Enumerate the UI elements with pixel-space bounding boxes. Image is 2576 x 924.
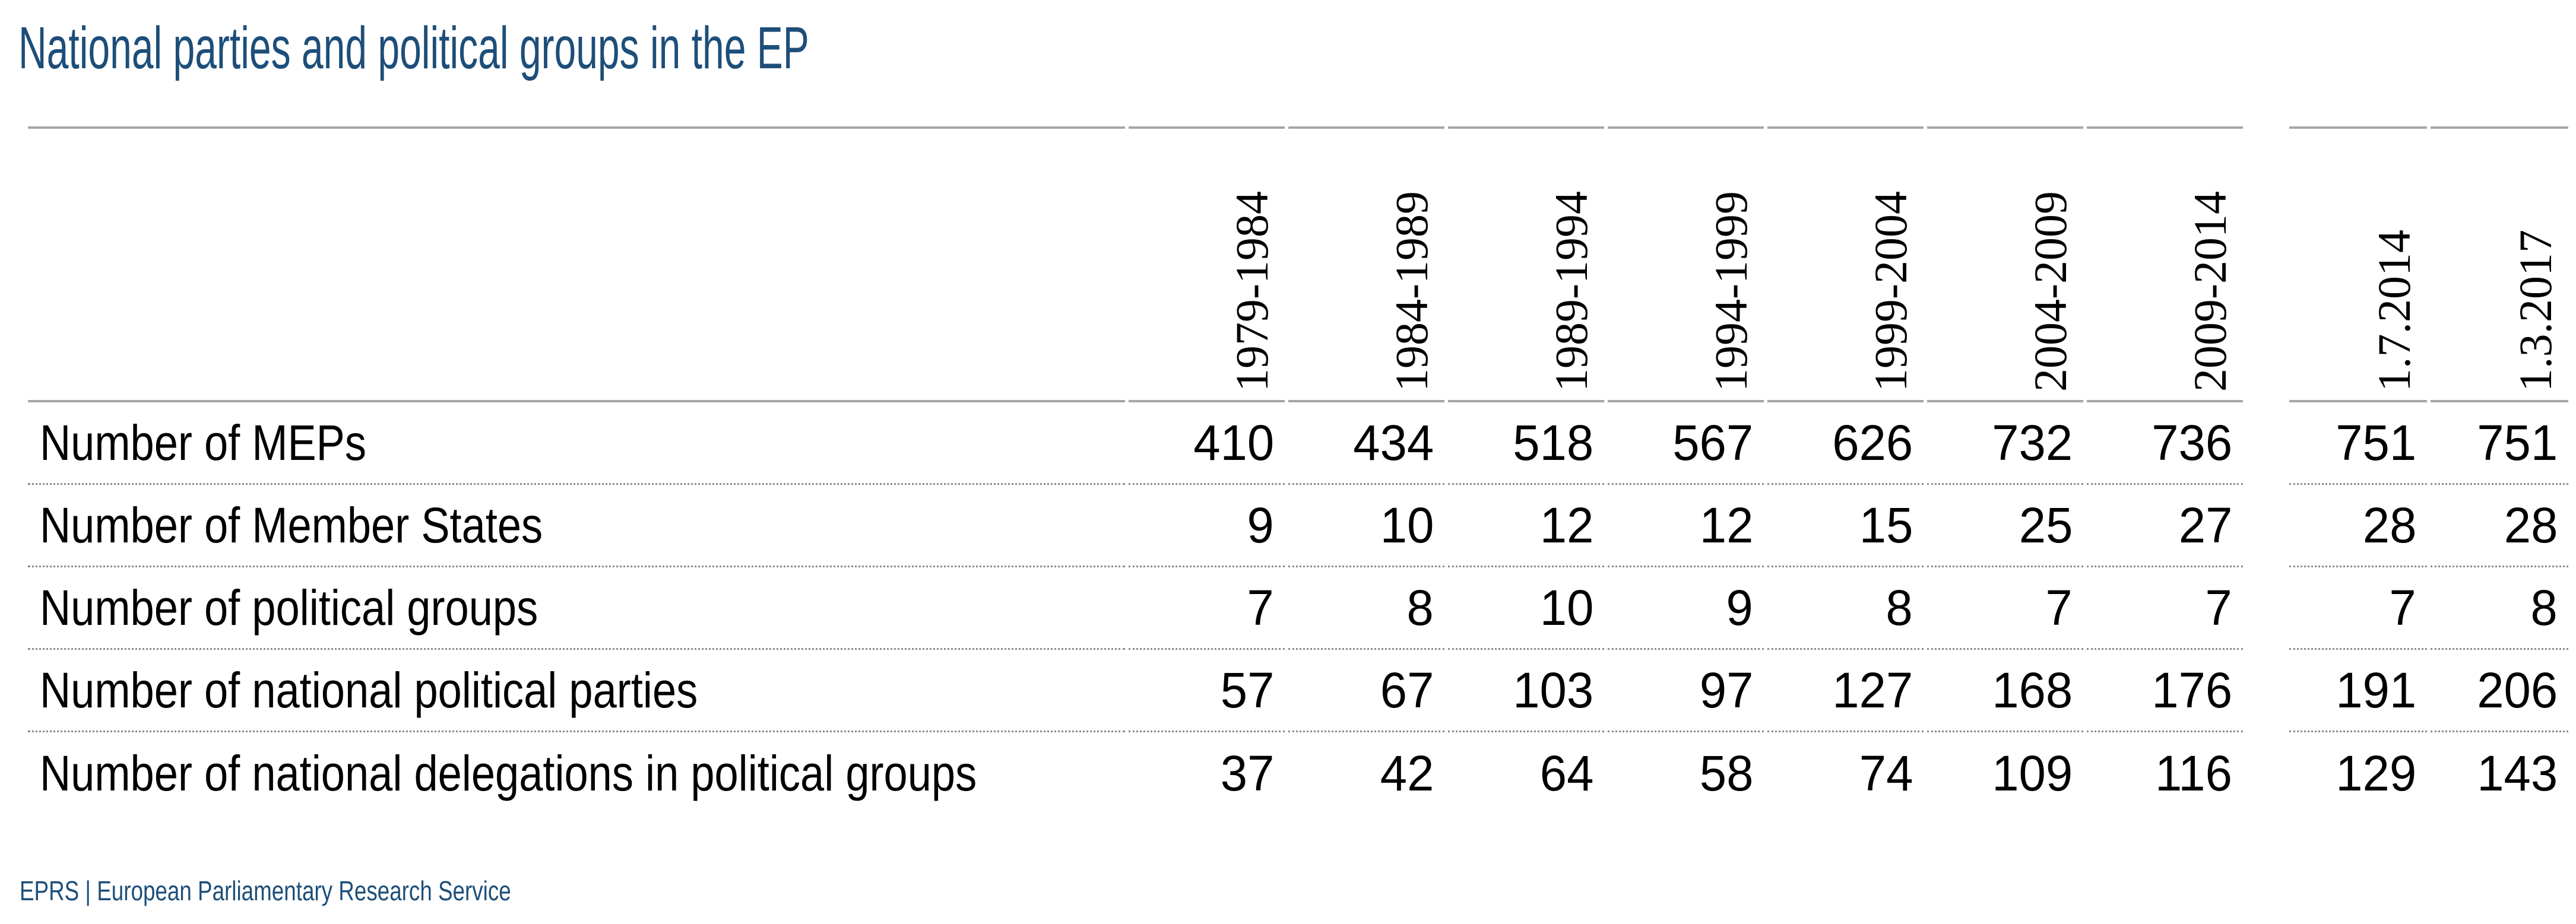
ep-statistics-table: 1979-1984 1984-1989 1989-1994 1994-1999 … — [28, 126, 2568, 815]
value-cell: 7 — [2289, 567, 2427, 650]
column-header-label: 1989-1994 — [1545, 191, 1597, 392]
value-cell: 9 — [1608, 567, 1764, 650]
value-cell: 12 — [1608, 485, 1764, 567]
row-label: Number of Member States — [28, 485, 1125, 567]
column-header-cell: 1.7.2014 — [2289, 126, 2427, 402]
section-gap — [2247, 126, 2286, 402]
column-header-cell: 1999-2004 — [1767, 126, 1924, 402]
value-cell: 109 — [1992, 745, 2073, 801]
value-cell: 176 — [2087, 650, 2243, 732]
column-header-label: 2004-2009 — [2024, 191, 2076, 392]
column-header-label: 1979-1984 — [1226, 191, 1278, 392]
column-header-cell: 1984-1989 — [1288, 126, 1444, 402]
value-cell: 116 — [2155, 745, 2232, 801]
section-gap — [2247, 485, 2286, 567]
row-label: Number of political groups — [28, 567, 1125, 650]
value-cell: 732 — [1927, 402, 2083, 485]
value-cell: 58 — [1699, 745, 1753, 801]
value-cell: 206 — [2431, 650, 2568, 732]
value-cell: 8 — [2431, 567, 2568, 650]
value-cell: 143 — [2477, 745, 2558, 801]
section-gap — [2247, 650, 2286, 732]
value-cell: 67 — [1288, 650, 1444, 732]
value-cell: 28 — [2289, 485, 2427, 567]
value-cell: 434 — [1288, 402, 1444, 485]
value-cell: 410 — [1129, 402, 1285, 485]
value-cell: 57 — [1129, 650, 1285, 732]
value-cell: 518 — [1448, 402, 1604, 485]
value-cell: 12 — [1448, 485, 1604, 567]
value-cell: 7 — [1129, 567, 1285, 650]
column-header-label: 2009-2014 — [2184, 191, 2236, 392]
column-header-label: 1984-1989 — [1386, 191, 1437, 392]
value-cell: 103 — [1448, 650, 1604, 732]
row-label: Number of national delegations in politi… — [40, 745, 977, 801]
value-cell: 751 — [2289, 402, 2427, 485]
row-label: Number of MEPs — [28, 402, 1125, 485]
column-header-cell: 1979-1984 — [1129, 126, 1285, 402]
value-cell: 8 — [1288, 567, 1444, 650]
value-cell: 37 — [1220, 745, 1274, 801]
value-cell: 7 — [1927, 567, 2083, 650]
page-title: National parties and political groups in… — [18, 15, 809, 81]
value-cell: 168 — [1927, 650, 2083, 732]
column-header-cell: 2004-2009 — [1927, 126, 2083, 402]
value-cell: 15 — [1767, 485, 1924, 567]
column-header-cell: 1.3.2017 — [2431, 126, 2568, 402]
column-header-label: 1.3.2017 — [2510, 230, 2561, 392]
header-corner-cell — [28, 126, 1125, 402]
column-header-label: 1994-1999 — [1705, 191, 1757, 392]
value-cell: 42 — [1380, 745, 1434, 801]
value-cell: 626 — [1767, 402, 1924, 485]
footer-text: EPRS | European Parliamentary Research S… — [20, 875, 511, 906]
section-gap — [2247, 402, 2286, 485]
section-gap — [2247, 732, 2286, 815]
value-cell: 191 — [2289, 650, 2427, 732]
column-header-cell: 1989-1994 — [1448, 126, 1604, 402]
value-cell: 7 — [2087, 567, 2243, 650]
value-cell: 10 — [1288, 485, 1444, 567]
value-cell: 27 — [2087, 485, 2243, 567]
row-label: Number of national political parties — [28, 650, 1125, 732]
value-cell: 10 — [1448, 567, 1604, 650]
value-cell: 8 — [1767, 567, 1924, 650]
value-cell: 127 — [1767, 650, 1924, 732]
column-header-label: 1.7.2014 — [2368, 230, 2420, 392]
value-cell: 751 — [2431, 402, 2568, 485]
value-cell: 74 — [1859, 745, 1913, 801]
value-cell: 9 — [1129, 485, 1285, 567]
column-header-label: 1999-2004 — [1865, 191, 1916, 392]
value-cell: 97 — [1608, 650, 1764, 732]
column-header-cell: 1994-1999 — [1608, 126, 1764, 402]
section-gap — [2247, 567, 2286, 650]
value-cell: 567 — [1608, 402, 1764, 485]
value-cell: 64 — [1539, 745, 1593, 801]
value-cell: 28 — [2431, 485, 2568, 567]
value-cell: 129 — [2336, 745, 2416, 801]
column-header-cell: 2009-2014 — [2087, 126, 2243, 402]
value-cell: 736 — [2087, 402, 2243, 485]
value-cell: 25 — [1927, 485, 2083, 567]
